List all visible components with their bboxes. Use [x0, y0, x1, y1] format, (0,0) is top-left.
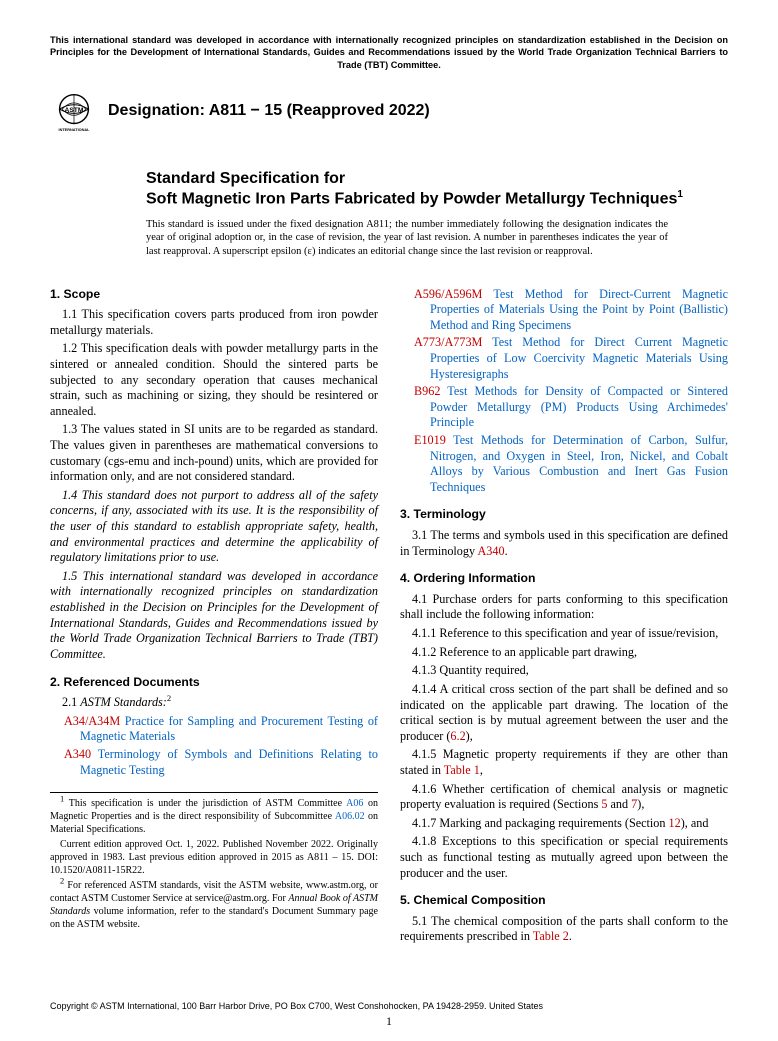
reference-code-link[interactable]: A340: [64, 747, 91, 761]
footnote-2: 2 For referenced ASTM standards, visit t…: [50, 879, 378, 931]
p416-pre: 4.1.6 Whether certification of chemical …: [400, 782, 728, 812]
para-1-1: 1.1 This specification covers parts prod…: [50, 307, 378, 338]
title-prefix: Standard Specification for: [146, 169, 728, 189]
reference-entry: A340 Terminology of Symbols and Definiti…: [64, 747, 378, 778]
para-4-1-1: 4.1.1 Reference to this specification an…: [400, 626, 728, 642]
section-1-head: 1. Scope: [50, 287, 378, 303]
para-2-1-sup: 2: [167, 693, 171, 703]
issue-note: This standard is issued under the fixed …: [146, 218, 668, 259]
section-2-head: 2. Referenced Documents: [50, 675, 378, 691]
copyright-line: Copyright © ASTM International, 100 Barr…: [50, 1001, 728, 1011]
para-2-1-pre: 2.1: [62, 695, 80, 709]
p414-post: ),: [466, 729, 473, 743]
document-page: This international standard was develope…: [0, 0, 778, 1041]
fn1-link-a0602[interactable]: A06.02: [335, 811, 365, 822]
references-left: A34/A34M Practice for Sampling and Procu…: [50, 714, 378, 778]
p51-post: .: [569, 929, 572, 943]
para-4-1-5: 4.1.5 Magnetic property requirements if …: [400, 747, 728, 778]
link-sec-12[interactable]: 12: [669, 816, 681, 830]
fn2-italic: Annual Book of ASTM Standards: [50, 893, 378, 917]
section-5-head: 5. Chemical Composition: [400, 893, 728, 909]
reference-entry: A34/A34M Practice for Sampling and Procu…: [64, 714, 378, 745]
para-1-5: 1.5 This international standard was deve…: [50, 569, 378, 663]
para-1-2: 1.2 This specification deals with powder…: [50, 341, 378, 419]
fn1-link-a06[interactable]: A06: [346, 798, 363, 809]
para-4-1: 4.1 Purchase orders for parts conforming…: [400, 592, 728, 623]
svg-text:ASTM: ASTM: [64, 107, 83, 114]
reference-title-link[interactable]: Practice for Sampling and Procurement Te…: [80, 714, 378, 744]
reference-entry: B962 Test Methods for Density of Compact…: [414, 384, 728, 431]
top-committee-note: This international standard was develope…: [50, 34, 728, 71]
designation: Designation: A811 − 15 (Reapproved 2022): [108, 102, 430, 120]
footnote-1b: Current edition approved Oct. 1, 2022. P…: [50, 838, 378, 877]
link-table-1[interactable]: Table 1: [444, 763, 480, 777]
para-3-1: 3.1 The terms and symbols used in this s…: [400, 528, 728, 559]
link-table-2[interactable]: Table 2: [533, 929, 569, 943]
para-4-1-4: 4.1.4 A critical cross section of the pa…: [400, 682, 728, 744]
p3-1-pre: 3.1 The terms and symbols used in this s…: [400, 528, 728, 558]
svg-text:INTERNATIONAL: INTERNATIONAL: [59, 128, 91, 132]
title-main: Soft Magnetic Iron Parts Fabricated by P…: [146, 189, 728, 209]
para-4-1-8: 4.1.8 Exceptions to this specification o…: [400, 834, 728, 881]
p417-post: ), and: [681, 816, 709, 830]
reference-entry: A773/A773M Test Method for Direct Curren…: [414, 335, 728, 382]
reference-entry: A596/A596M Test Method for Direct-Curren…: [414, 287, 728, 334]
references-right: A596/A596M Test Method for Direct-Curren…: [400, 287, 728, 496]
p3-1-post: .: [505, 544, 508, 558]
reference-title-link[interactable]: Terminology of Symbols and Definitions R…: [80, 747, 378, 777]
document-header: ASTM INTERNATIONAL Designation: A811 − 1…: [50, 87, 728, 135]
para-4-1-2: 4.1.2 Reference to an applicable part dr…: [400, 645, 728, 661]
para-2-1-label: ASTM Standards:: [80, 695, 167, 709]
title-footnote-ref: 1: [677, 189, 683, 200]
title-text: Soft Magnetic Iron Parts Fabricated by P…: [146, 191, 677, 208]
reference-title-link[interactable]: Test Methods for Determination of Carbon…: [430, 433, 728, 494]
reference-code-link[interactable]: A34/A34M: [64, 714, 120, 728]
fn1-pre: This specification is under the jurisdic…: [64, 798, 346, 809]
section-4-head: 4. Ordering Information: [400, 571, 728, 587]
reference-code-link[interactable]: B962: [414, 384, 440, 398]
p416-post: ),: [637, 797, 644, 811]
p416-mid: and: [607, 797, 631, 811]
reference-title-link[interactable]: Test Methods for Density of Compacted or…: [430, 384, 728, 429]
section-3-head: 3. Terminology: [400, 507, 728, 523]
title-block: Standard Specification for Soft Magnetic…: [146, 169, 728, 209]
link-a340[interactable]: A340: [477, 544, 504, 558]
page-number: 1: [0, 1014, 778, 1029]
astm-logo: ASTM INTERNATIONAL: [50, 87, 98, 135]
footnote-1: 1 This specification is under the jurisd…: [50, 797, 378, 836]
para-4-1-7: 4.1.7 Marking and packaging requirements…: [400, 816, 728, 832]
reference-code-link[interactable]: A596/A596M: [414, 287, 482, 301]
footnotes: 1 This specification is under the jurisd…: [50, 792, 378, 931]
p415-post: ,: [480, 763, 483, 777]
para-4-1-3: 4.1.3 Quantity required,: [400, 663, 728, 679]
body-columns: 1. Scope 1.1 This specification covers p…: [50, 287, 728, 949]
p417-pre: 4.1.7 Marking and packaging requirements…: [412, 816, 669, 830]
para-1-4: 1.4 This standard does not purport to ad…: [50, 488, 378, 566]
reference-entry: E1019 Test Methods for Determination of …: [414, 433, 728, 495]
reference-code-link[interactable]: E1019: [414, 433, 446, 447]
link-6-2[interactable]: 6.2: [450, 729, 465, 743]
para-1-3: 1.3 The values stated in SI units are to…: [50, 422, 378, 484]
reference-code-link[interactable]: A773/A773M: [414, 335, 482, 349]
para-5-1: 5.1 The chemical composition of the part…: [400, 914, 728, 945]
para-4-1-6: 4.1.6 Whether certification of chemical …: [400, 782, 728, 813]
para-2-1: 2.1 ASTM Standards:2: [50, 695, 378, 711]
